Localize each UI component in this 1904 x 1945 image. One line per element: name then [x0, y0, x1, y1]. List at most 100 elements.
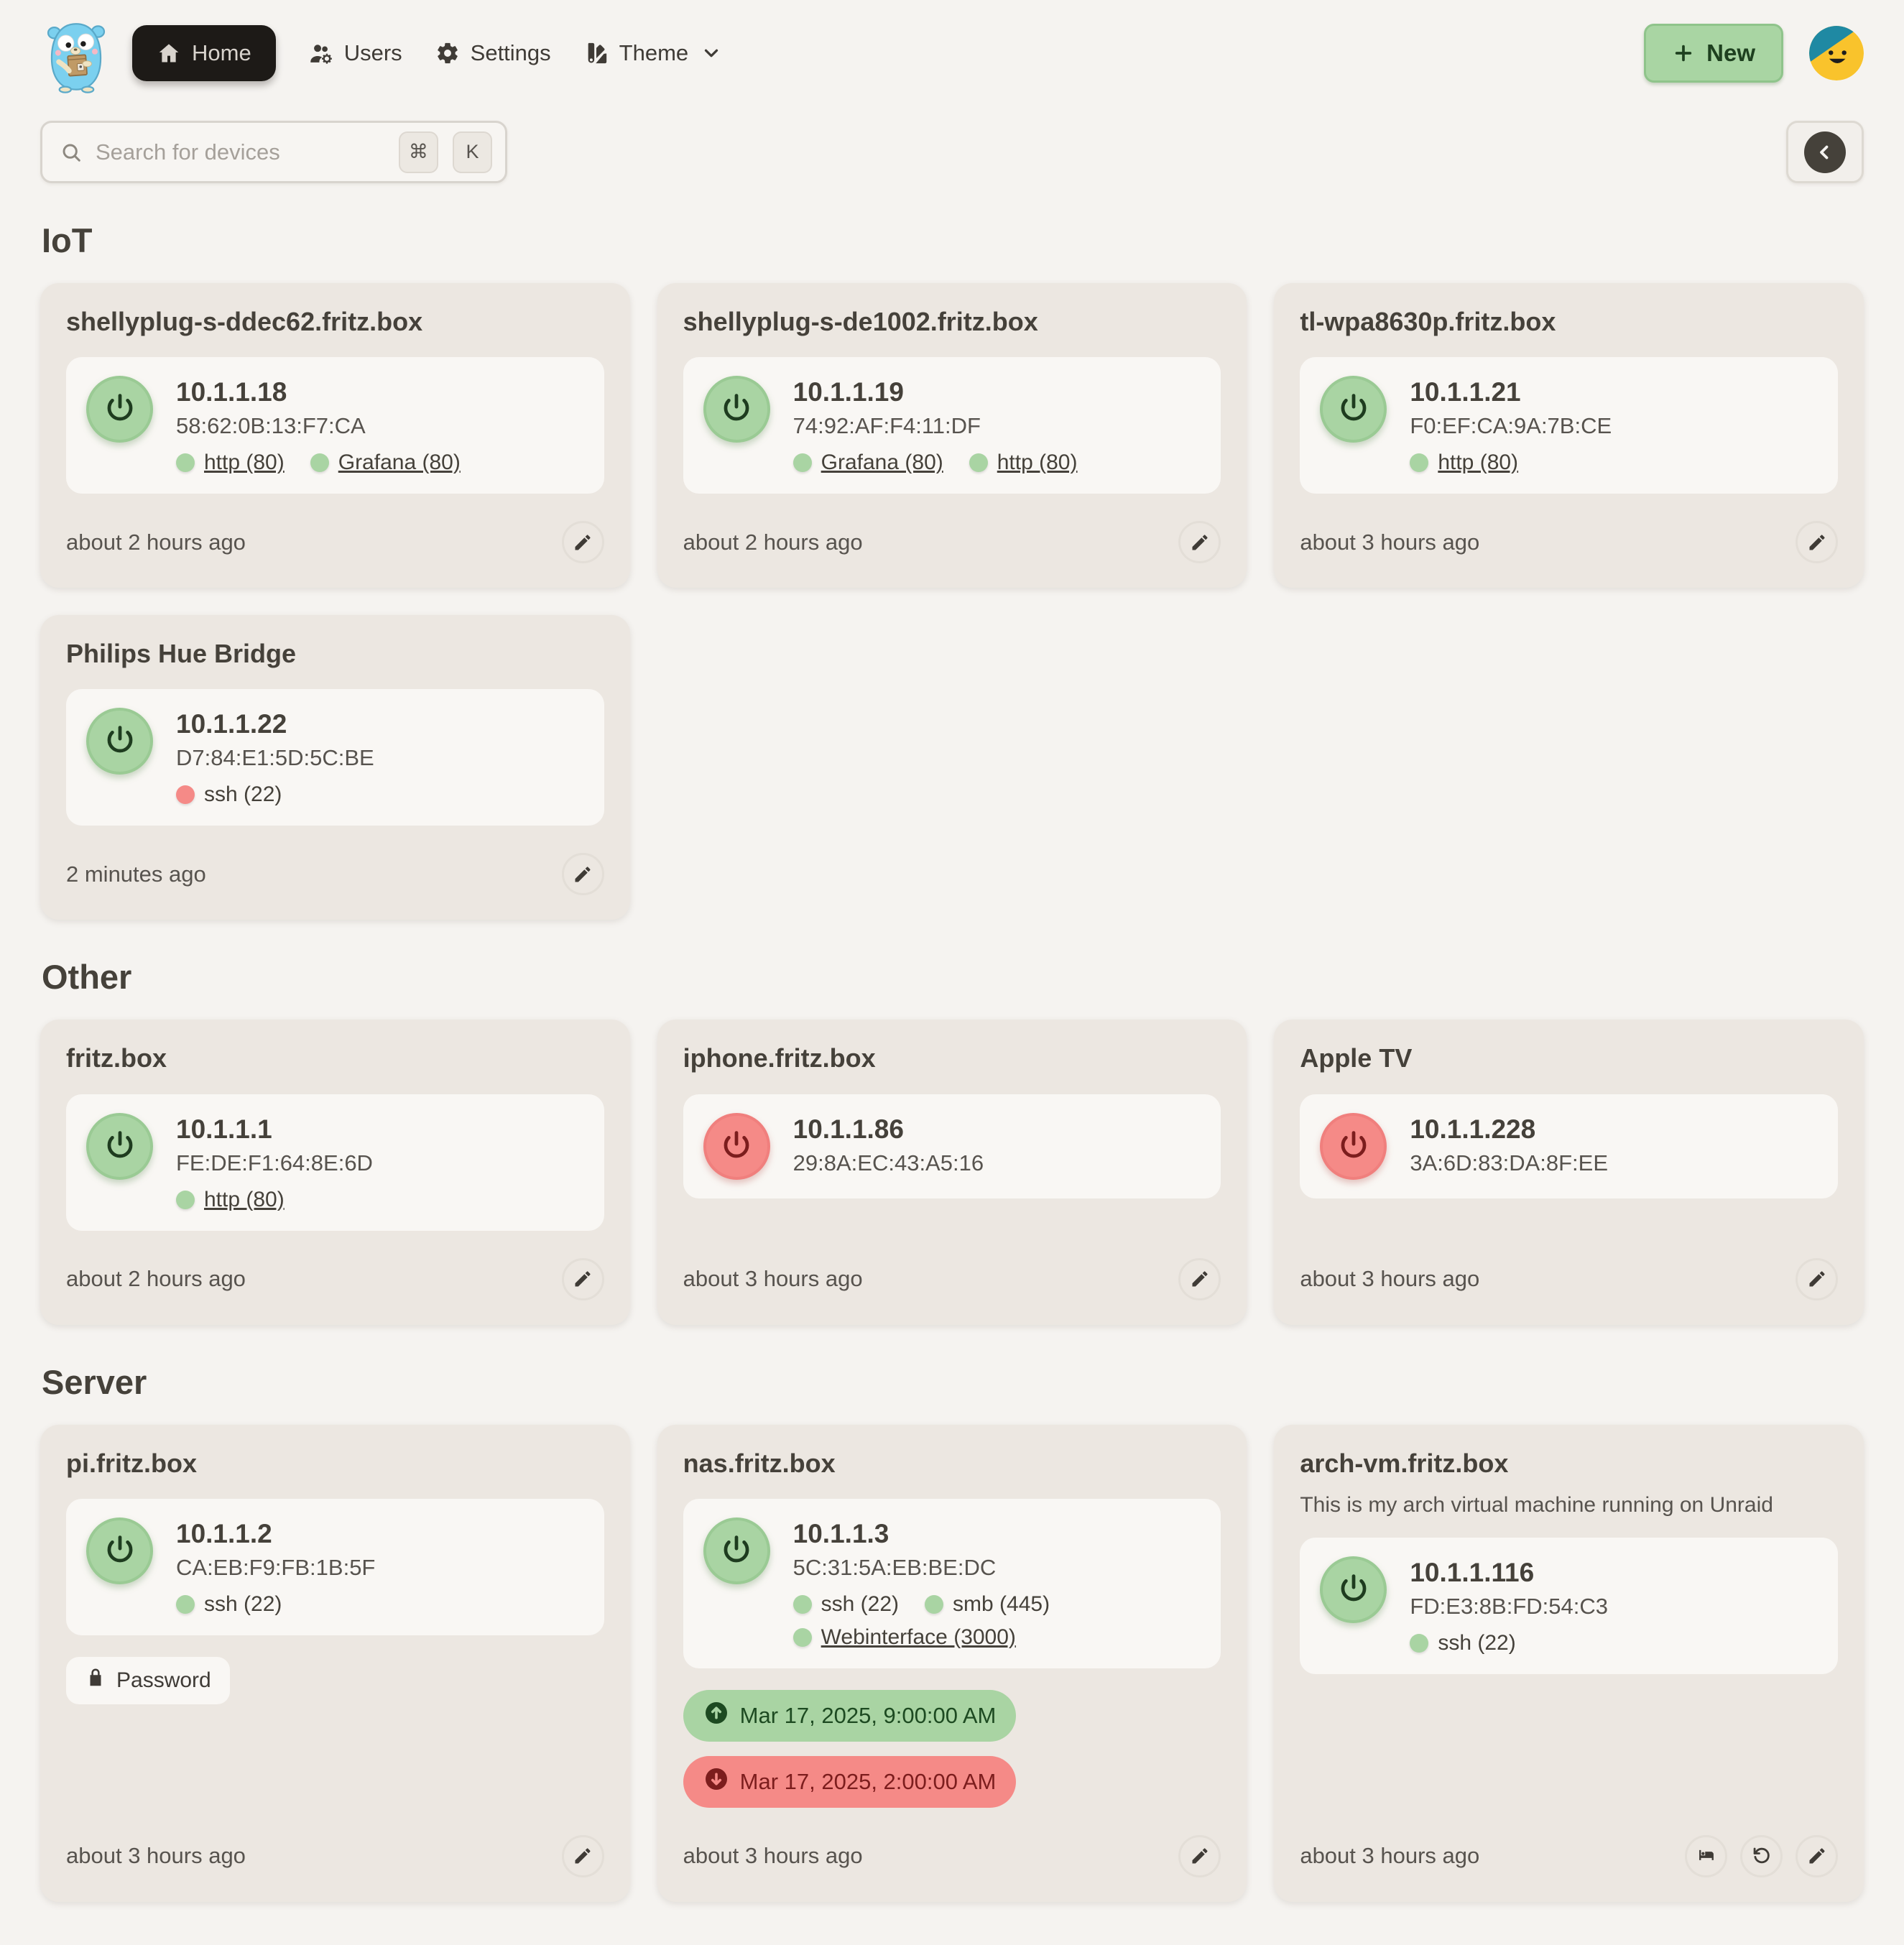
device-mac: D7:84:E1:5D:5C:BE — [176, 745, 374, 771]
pencil-icon — [1807, 532, 1827, 553]
power-toggle-button[interactable] — [86, 708, 153, 775]
edit-device-button[interactable] — [1796, 1257, 1838, 1300]
power-toggle-button[interactable] — [1320, 1556, 1387, 1623]
power-toggle-button[interactable] — [1320, 376, 1387, 443]
last-seen-timestamp: about 2 hours ago — [66, 529, 246, 555]
search-input[interactable] — [96, 139, 386, 165]
collapse-sidebar-button[interactable] — [1786, 121, 1864, 183]
power-toggle-button[interactable] — [703, 376, 770, 443]
port-link[interactable]: Grafana (80) — [792, 451, 943, 475]
device-card: pi.fritz.box 10.1.1.2 CA:EB:F9:FB:1B:5F ssh… — [40, 1424, 630, 1902]
power-toggle-button[interactable] — [86, 1517, 153, 1584]
power-icon — [1338, 392, 1369, 426]
pencil-icon — [573, 532, 593, 553]
port-label: ssh (22) — [821, 1591, 900, 1616]
edit-device-button[interactable] — [1178, 521, 1221, 564]
power-icon — [1338, 1573, 1369, 1607]
edit-device-button[interactable] — [561, 1257, 604, 1300]
port-link[interactable]: Webinterface (3000) — [792, 1625, 1016, 1650]
port-status-dot — [925, 1594, 944, 1614]
section-heading: Server — [42, 1362, 147, 1401]
port-list: ssh (22) — [176, 1592, 375, 1617]
device-name: tl-wpa8630p.fritz.box — [1300, 307, 1556, 336]
restart-icon — [1752, 1846, 1772, 1866]
port-link[interactable]: http (80) — [176, 451, 285, 475]
edit-device-button[interactable] — [1796, 1834, 1838, 1877]
port-status-dot — [792, 1627, 812, 1647]
card-footer: about 3 hours ago — [1300, 1808, 1838, 1877]
power-off-schedule-badge: Mar 17, 2025, 2:00:00 AM — [683, 1755, 1017, 1808]
port-link[interactable]: http (80) — [969, 451, 1077, 475]
port-link[interactable]: http (80) — [176, 1188, 285, 1212]
user-avatar[interactable] — [1809, 26, 1864, 80]
nav-item-users[interactable]: Users — [309, 40, 402, 66]
edit-device-button[interactable] — [1178, 1834, 1221, 1877]
last-seen-timestamp: about 3 hours ago — [1300, 1266, 1480, 1292]
port-status-dot — [1410, 453, 1429, 473]
device-info: 10.1.1.21 F0:EF:CA:9A:7B:CE http (80) — [1410, 376, 1612, 475]
device-name: nas.fritz.box — [683, 1448, 836, 1478]
last-seen-timestamp: about 2 hours ago — [66, 1266, 246, 1292]
password-badge-label: Password — [116, 1668, 211, 1692]
device-card: shellyplug-s-ddec62.fritz.box 10.1.1.18 58… — [40, 283, 630, 588]
pencil-icon — [1807, 1846, 1827, 1866]
last-seen-timestamp: about 3 hours ago — [683, 1266, 863, 1292]
port-link[interactable]: http (80) — [1410, 451, 1518, 475]
nav-item-home[interactable]: Home — [132, 25, 276, 81]
port-label: http (80) — [1438, 451, 1519, 475]
schedule-time: Mar 17, 2025, 9:00:00 AM — [739, 1702, 997, 1728]
power-toggle-button[interactable] — [703, 1517, 770, 1584]
last-seen-timestamp: 2 minutes ago — [66, 861, 206, 887]
search-row: ⌘ K — [40, 121, 1864, 183]
card-footer: about 3 hours ago — [683, 1231, 1221, 1300]
nav-item-settings[interactable]: Settings — [435, 40, 551, 66]
new-device-button[interactable]: New — [1644, 24, 1783, 83]
device-description: This is my arch virtual machine running … — [1300, 1492, 1773, 1517]
edit-device-button[interactable] — [1178, 1257, 1221, 1300]
card-footer: about 3 hours ago — [1300, 1231, 1838, 1300]
device-mac: 58:62:0B:13:F7:CA — [176, 413, 366, 439]
port-label: ssh (22) — [204, 1591, 282, 1616]
sleep-device-button[interactable] — [1685, 1834, 1727, 1877]
port-list: ssh (22) smb (445) Webinterface (3000) — [792, 1591, 1201, 1650]
power-toggle-button[interactable] — [703, 1112, 770, 1180]
card-actions — [1178, 1834, 1221, 1877]
pencil-icon — [573, 1846, 593, 1866]
device-ip: 10.1.1.116 — [1410, 1557, 1535, 1587]
device-status-panel: 10.1.1.22 D7:84:E1:5D:5C:BE ssh (22) — [66, 689, 604, 826]
plus-icon — [1672, 42, 1695, 65]
gopher-logo[interactable] — [40, 13, 112, 93]
edit-device-button[interactable] — [561, 521, 604, 564]
port-label: ssh (22) — [204, 782, 282, 807]
port-item: smb (445) — [925, 1592, 1050, 1617]
card-actions — [1796, 521, 1838, 564]
device-status-panel: 10.1.1.86 29:8A:EC:43:A5:16 — [683, 1094, 1221, 1198]
edit-device-button[interactable] — [561, 1834, 604, 1877]
port-list: ssh (22) — [1410, 1631, 1608, 1655]
device-name: pi.fritz.box — [66, 1448, 197, 1478]
kbd-meta-key: ⌘ — [399, 131, 438, 173]
restart-device-button[interactable] — [1740, 1834, 1783, 1877]
device-search-box[interactable]: ⌘ K — [40, 121, 507, 183]
power-toggle-button[interactable] — [1320, 1112, 1387, 1180]
port-status-dot — [176, 1190, 195, 1209]
pencil-icon — [1190, 532, 1210, 553]
port-label: http (80) — [204, 1187, 285, 1211]
pencil-icon — [1190, 1846, 1210, 1866]
device-name: Apple TV — [1300, 1043, 1413, 1073]
device-mac: FD:E3:8B:FD:54:C3 — [1410, 1593, 1608, 1619]
port-list: http (80) — [1410, 451, 1612, 475]
power-icon — [721, 392, 752, 426]
card-footer: about 3 hours ago — [683, 1808, 1221, 1877]
power-toggle-button[interactable] — [86, 376, 153, 443]
edit-device-button[interactable] — [1796, 521, 1838, 564]
nav-item-theme[interactable]: Theme — [584, 40, 722, 66]
power-toggle-button[interactable] — [86, 1112, 153, 1180]
port-link[interactable]: Grafana (80) — [310, 451, 461, 475]
card-actions — [1685, 1834, 1838, 1877]
device-mac: 3A:6D:83:DA:8F:EE — [1410, 1150, 1609, 1175]
device-card: shellyplug-s-de1002.fritz.box 10.1.1.19 74… — [657, 283, 1247, 588]
edit-device-button[interactable] — [561, 853, 604, 896]
device-status-panel: 10.1.1.228 3A:6D:83:DA:8F:EE — [1300, 1094, 1838, 1198]
chevron-down-icon — [701, 42, 722, 64]
